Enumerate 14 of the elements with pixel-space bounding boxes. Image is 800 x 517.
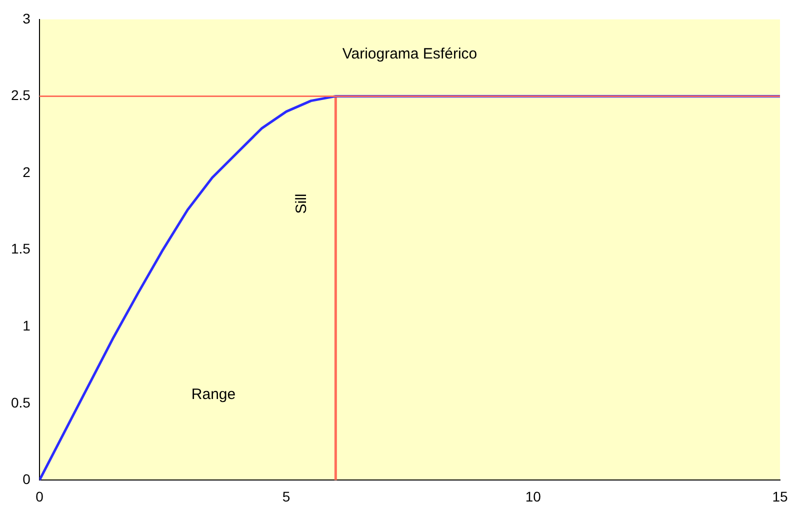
y-tick-label: 1 bbox=[22, 317, 31, 334]
y-tick-label: 3 bbox=[22, 10, 31, 26]
x-tick-label: 15 bbox=[772, 488, 788, 504]
y-tick-label: 1.5 bbox=[10, 240, 31, 257]
text: Variograma Esférico bbox=[342, 46, 478, 63]
x-tick-label: 0 bbox=[36, 488, 44, 504]
x-tick-label: 10 bbox=[525, 488, 542, 504]
x-tick-label: 5 bbox=[282, 488, 290, 504]
y-tick-label: 0.5 bbox=[10, 394, 31, 410]
annotation: Sill bbox=[292, 194, 310, 214]
y-tick-label: 0 bbox=[22, 471, 31, 488]
y-tick-label: 2 bbox=[22, 164, 31, 180]
annotation: Range bbox=[191, 386, 236, 404]
y-tick-label: 2.5 bbox=[10, 87, 31, 104]
